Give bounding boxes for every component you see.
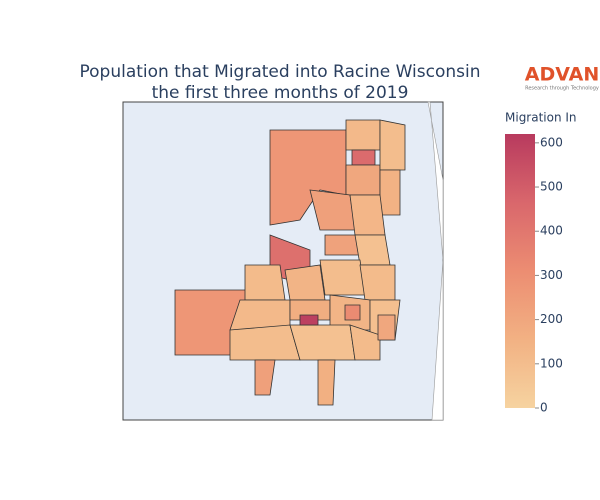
colorbar-tick-label: 0 <box>540 401 548 415</box>
colorbar-title: Migration In <box>505 111 577 125</box>
region <box>345 164 381 196</box>
lake-edge <box>427 101 444 421</box>
region <box>299 314 319 326</box>
colorbar-tick-label: 600 <box>540 135 563 149</box>
logo: ADVAN <box>525 64 600 86</box>
region <box>345 119 381 151</box>
region <box>284 264 326 301</box>
region <box>379 119 406 171</box>
colorbar-tick-label: 300 <box>540 268 563 282</box>
colorbar <box>505 134 535 408</box>
region <box>379 169 401 216</box>
region <box>377 314 396 341</box>
colorbar-tick-label: 200 <box>540 312 563 326</box>
region <box>349 324 381 361</box>
region <box>344 304 361 321</box>
region <box>349 194 386 236</box>
colorbar-tick-label: 100 <box>540 356 563 370</box>
region <box>319 259 366 296</box>
region <box>317 359 336 406</box>
title-line: the first three months of 2019 <box>152 83 409 103</box>
title-line: Population that Migrated into Racine Wis… <box>80 62 481 82</box>
colorbar-tick-label: 500 <box>540 180 563 194</box>
region <box>324 234 361 256</box>
region <box>244 264 286 301</box>
region <box>359 264 396 301</box>
colorbar-tick-label: 400 <box>540 224 563 238</box>
region <box>289 324 356 361</box>
region <box>254 359 276 396</box>
region <box>229 324 301 361</box>
region <box>351 149 376 166</box>
logo-tagline: Research through Technology <box>525 86 599 92</box>
